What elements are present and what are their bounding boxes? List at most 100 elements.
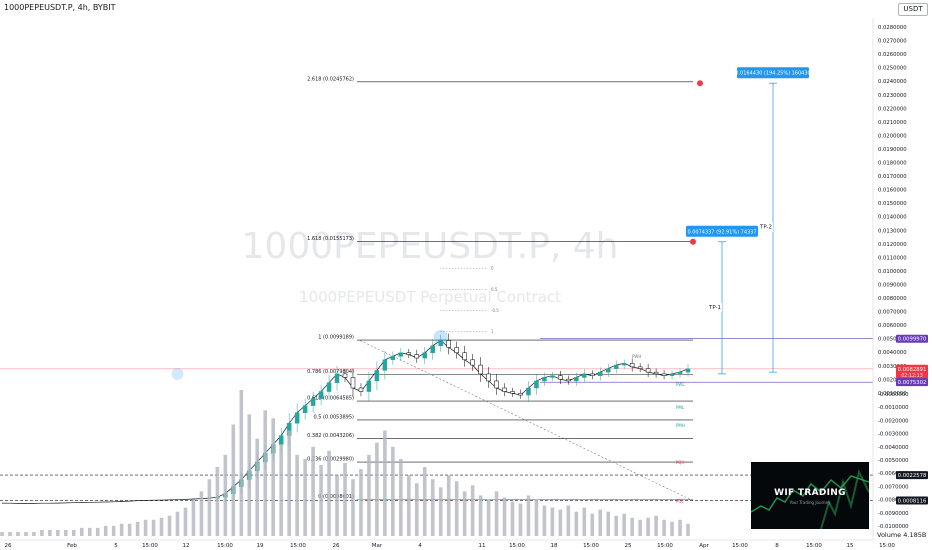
watermark: 1000PEPEUSDT.P, 4h 1000PEPEUSDT Perpetua… [242,226,619,306]
price-tick-label: 0.0190000 [878,147,907,153]
volume-bar [40,529,44,536]
price-tick-label: 0.0030000 [878,364,907,370]
volume-bar [151,519,156,536]
volume-bar [247,414,252,536]
price-tick-label: 0.0260000 [878,52,907,58]
candle-body [406,352,412,355]
candle-body [574,377,579,382]
volume-bar [103,525,108,536]
candle-body [542,377,547,382]
volume-bar [319,465,323,536]
target-value-box [686,225,758,237]
time-tick-label: 15:00 [583,543,599,549]
volume-bar [438,487,443,536]
price-tag-value: 0.0075302 [898,380,927,386]
candle-body [366,380,372,392]
candle-body [486,373,491,382]
volume-bar [670,521,674,536]
candle-body [677,371,683,375]
candle-body [605,368,611,373]
volume-bar [502,497,507,536]
volume-bar [383,430,387,536]
candle-body [598,371,603,376]
volume-series [0,390,690,536]
price-tick-label: 0.0130000 [878,228,907,234]
volume-value: 4.185B [903,531,927,539]
price-series [1,329,691,504]
time-tick-label: 11 [479,543,486,549]
price-tick-label: -0.0080000 [878,498,909,504]
volume-bar [311,446,315,536]
candle-body [637,366,643,369]
symbol-title[interactable]: 1000PEPEUSDT.P, 4h, BYBIT [4,3,116,12]
level-marker-pwh: PWH [632,354,641,359]
price-tick-label: 0.0050000 [878,337,907,343]
time-tick-label: Apr [699,543,709,549]
candle-body [613,364,619,369]
price-axis[interactable]: 0.0280000 0.0270000 0.0260000 0.0250000 0.02… [872,18,932,540]
volume-bar [287,430,291,536]
price-axis-bg [873,18,932,536]
price-tag-box [896,334,928,343]
volume-bar [8,531,12,536]
candle-body [518,393,523,396]
price-tick-label: -0.0070000 [878,484,909,490]
volume-bar [526,495,531,536]
candle-body [629,363,635,368]
time-tick-label: 18 [551,543,558,549]
volume-bar [518,503,523,536]
mini-fib-label: 1 [491,329,494,334]
volume-bar [478,495,483,536]
candle-body [374,370,380,382]
target-marker-dot [690,238,696,245]
price-tag-box [896,364,928,379]
fib-level-label: 1.618 (0.0155173) [307,236,354,242]
price-tick-label: 0.0110000 [878,255,907,261]
time-tick-label: 15:00 [806,543,822,549]
volume-bar [359,469,363,536]
price-tick-label: 0.0150000 [878,201,907,207]
price-tick-label: 0.0240000 [878,79,907,85]
price-tick-label: -0.0090000 [878,511,909,517]
time-tick-label: 4 [418,543,422,549]
thumbnail-subtitle: Your Trading Journey [789,500,831,505]
level-marker-pwl: PWL [676,382,685,387]
candle-body [582,373,587,378]
volume-bar [606,511,611,536]
volume-bar [143,519,148,536]
time-tick-label: 19 [257,543,264,549]
price-tag-countdown: 02:12:13 [901,373,923,379]
candle-body [653,371,659,375]
volume-bar [446,475,451,536]
volume-bar [614,515,619,536]
target-name-bg [708,302,722,312]
time-axis[interactable]: 26 Feb 5 15:00 12 15:00 19 15:00 26 Mar 4 11 15:00 18… [0,539,895,549]
price-tick-label: 0.0060000 [878,323,907,329]
price-tick-label: 0.0220000 [878,106,907,112]
volume-bar [566,505,571,536]
volume-bar [255,438,260,536]
target-value-box [737,67,809,79]
volume-bar [407,475,411,536]
currency-button[interactable]: USDT [898,3,928,16]
volume-bar [119,523,124,536]
price-tick-label: -0.0000000 [878,392,909,398]
price-tick-label: -0.0050000 [878,458,909,464]
price-tick-label: 0.0020000 [878,377,907,383]
volume-bar [550,507,555,536]
candle-body [470,359,475,366]
price-tick-label: 0.0100000 [878,269,907,275]
candle-body [398,352,404,357]
volume-bar [343,463,347,536]
candle-body [661,373,667,376]
ad-thumbnail[interactable]: WIF TRADING Your Trading Journey [751,462,869,529]
price-tick-label: 0.0090000 [878,282,907,288]
volume-bar [271,418,276,536]
fib-level-label: 0.618 (0.0064585) [307,396,354,402]
volume-bar [598,509,603,536]
volume-bar [462,491,467,536]
candle-body [526,387,531,396]
price-tag-value: 0.0082891 [898,367,927,373]
